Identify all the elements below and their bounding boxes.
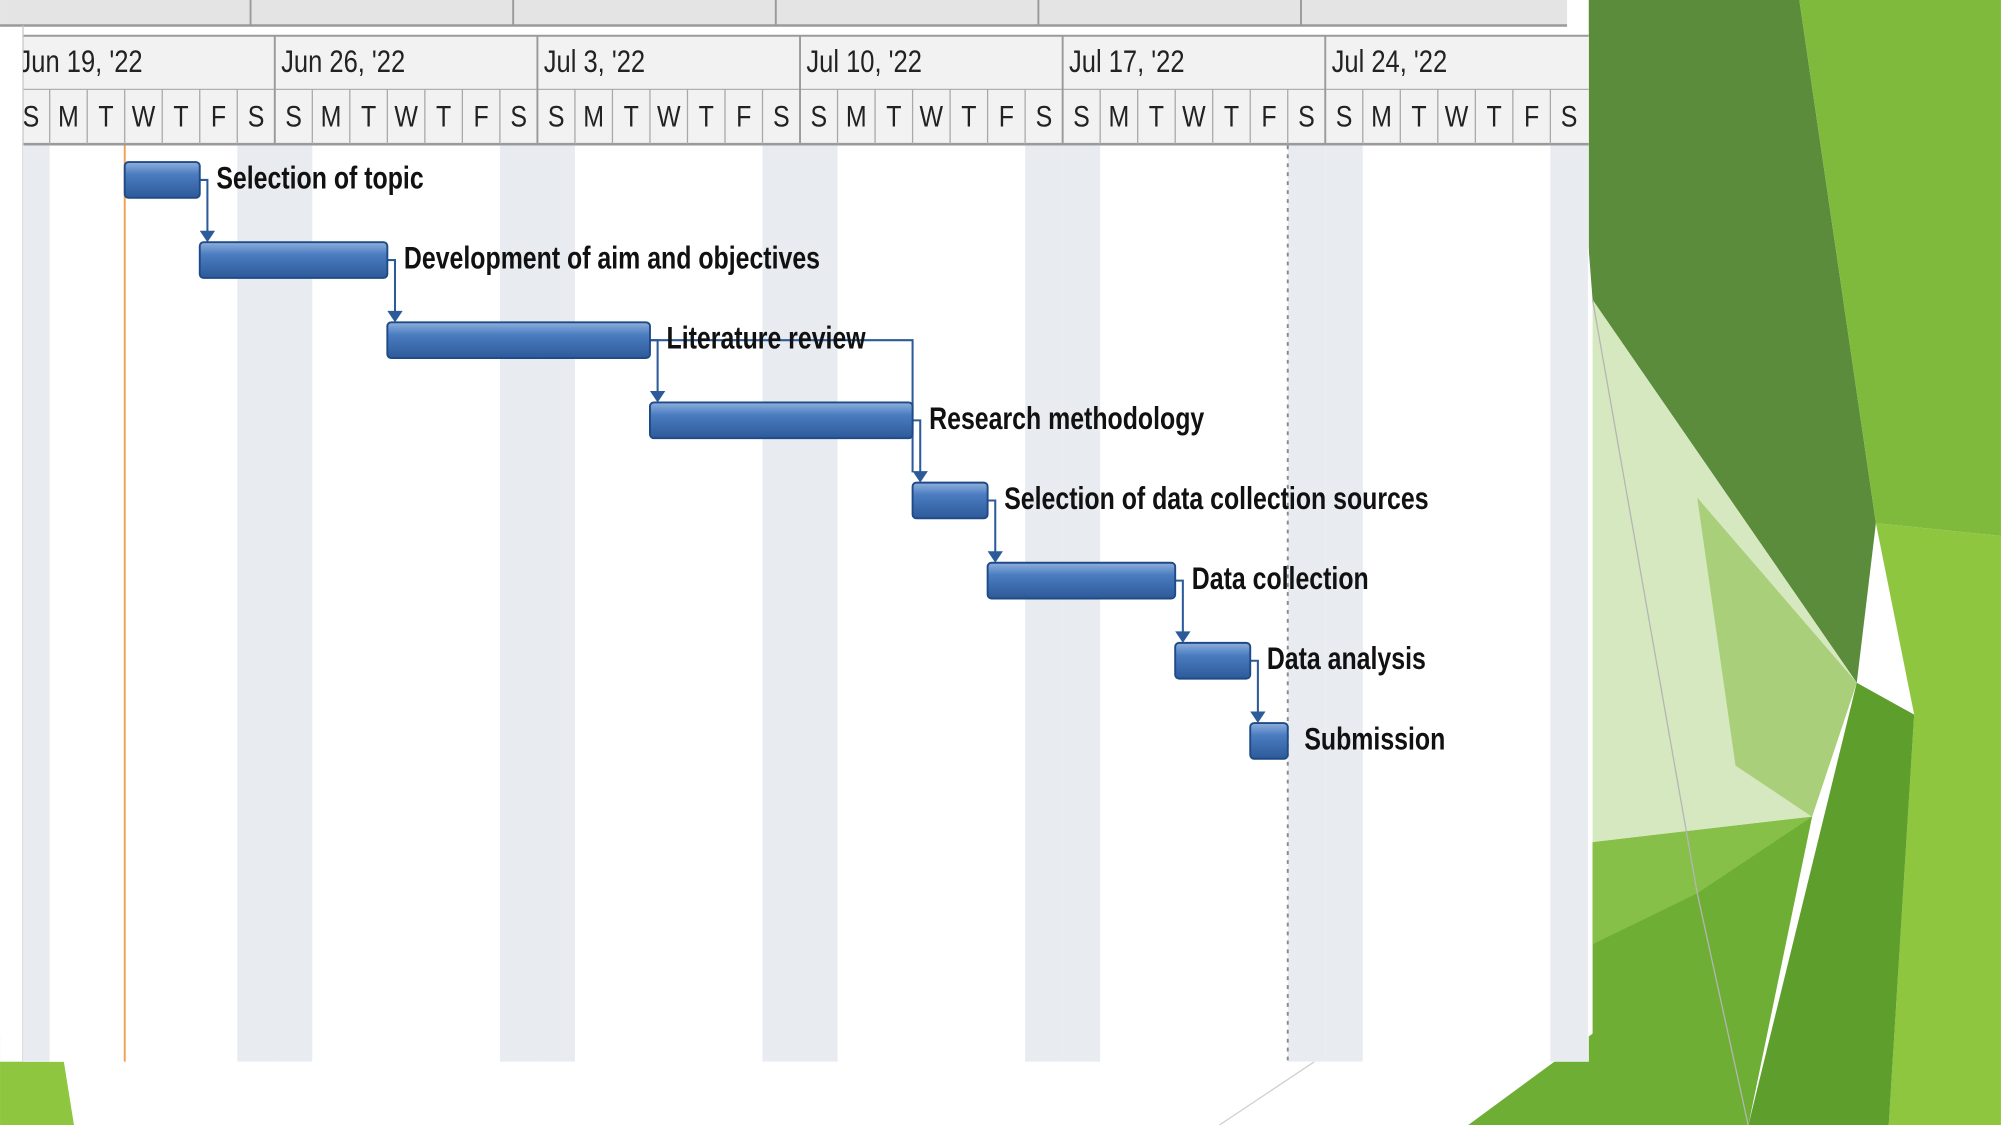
- day-label: T: [1149, 100, 1164, 133]
- weekend-shade: [499, 145, 538, 1062]
- day-label: S: [1561, 100, 1578, 133]
- day-label: S: [773, 100, 790, 133]
- day-label: T: [361, 100, 376, 133]
- day-label: S: [23, 100, 40, 133]
- week-tick-label: Jul 3, '22: [544, 43, 645, 79]
- dependency-link: [1250, 659, 1259, 713]
- task-bar: [123, 161, 201, 199]
- task-label: Selection of data collection sources: [1004, 480, 1428, 516]
- weekend-shade: [1025, 145, 1063, 1062]
- day-label: W: [657, 100, 681, 133]
- dependency-link: [1175, 579, 1184, 633]
- day-label: W: [920, 100, 944, 133]
- day-label: S: [510, 100, 527, 133]
- day-label: F: [999, 100, 1014, 133]
- day-label: S: [285, 100, 302, 133]
- task-bar: [911, 481, 989, 520]
- day-label: S: [1073, 100, 1090, 133]
- week-tick-label: Jun 26, '22: [281, 43, 405, 79]
- week-tick-label: Jul 24, '22: [1332, 43, 1448, 79]
- day-label: F: [736, 100, 751, 133]
- day-label: W: [1182, 100, 1206, 133]
- day-label: T: [173, 100, 188, 133]
- weekend-shade: [1550, 145, 1588, 1062]
- day-label: F: [1261, 100, 1276, 133]
- day-label: M: [1371, 100, 1392, 133]
- task-bar: [1249, 722, 1289, 760]
- day-label: F: [1524, 100, 1539, 133]
- day-label: M: [321, 100, 342, 133]
- day-label: M: [58, 100, 79, 133]
- day-label: T: [624, 100, 639, 133]
- task-bar: [986, 561, 1177, 600]
- day-label: T: [699, 100, 714, 133]
- dependency-link: [987, 499, 997, 553]
- task-bar: [649, 401, 914, 440]
- dependency-link: [387, 259, 397, 313]
- day-label: S: [248, 100, 265, 133]
- task-label: Data analysis: [1267, 640, 1426, 676]
- day-label: T: [1224, 100, 1239, 133]
- day-label: W: [1445, 100, 1469, 133]
- day-label: T: [1411, 100, 1426, 133]
- task-bar: [1174, 641, 1252, 680]
- task-bar: [386, 321, 651, 360]
- dependency-arrowhead: [1175, 631, 1191, 643]
- weekend-shade: [1325, 145, 1363, 1062]
- day-label: S: [1036, 100, 1053, 133]
- day-label: F: [211, 100, 226, 133]
- task-label: Research methodology: [929, 400, 1204, 436]
- week-tick-label: Jun 19, '22: [19, 43, 143, 79]
- task-bar: [198, 241, 389, 279]
- dependency-arrowhead: [387, 310, 403, 323]
- task-label: Development of aim and objectives: [404, 239, 820, 275]
- dependency-arrowhead: [1250, 711, 1266, 724]
- day-label: F: [474, 100, 489, 133]
- day-label: T: [961, 100, 976, 133]
- weekend-shade: [1062, 145, 1101, 1062]
- timescale-header: [23, 35, 1589, 146]
- weekend-shade: [762, 145, 801, 1062]
- dependency-arrowhead: [199, 230, 216, 243]
- task-label: Data collection: [1192, 560, 1369, 596]
- weekend-shade: [800, 145, 838, 1062]
- dependency-arrowhead: [912, 471, 928, 483]
- day-label: T: [886, 100, 901, 133]
- day-label: M: [583, 100, 604, 133]
- upper-header-strip: [0, 0, 1568, 26]
- day-label: W: [394, 100, 418, 133]
- dependency-arrowhead: [649, 390, 666, 403]
- weekend-shade: [23, 145, 50, 1062]
- day-label: T: [1486, 100, 1501, 133]
- day-label: W: [132, 100, 156, 133]
- week-tick-label: Jul 10, '22: [806, 43, 922, 79]
- day-label: S: [1336, 100, 1353, 133]
- dependency-link: [912, 419, 922, 473]
- weekend-shade: [1287, 145, 1326, 1062]
- day-label: S: [810, 100, 827, 133]
- day-label: T: [98, 100, 113, 133]
- weekend-shade: [237, 145, 275, 1062]
- dependency-arrowhead: [987, 551, 1003, 563]
- day-label: M: [846, 100, 867, 133]
- weekend-shade: [537, 145, 575, 1062]
- day-label: S: [1298, 100, 1315, 133]
- day-label: T: [436, 100, 451, 133]
- task-label: Submission: [1304, 720, 1445, 756]
- day-label: M: [1109, 100, 1130, 133]
- weekend-shade: [274, 145, 313, 1062]
- dependency-link: [199, 178, 209, 232]
- week-tick-label: Jul 17, '22: [1069, 43, 1185, 79]
- task-label: Selection of topic: [216, 159, 423, 195]
- task-label: Literature review: [667, 320, 866, 356]
- day-label: S: [548, 100, 565, 133]
